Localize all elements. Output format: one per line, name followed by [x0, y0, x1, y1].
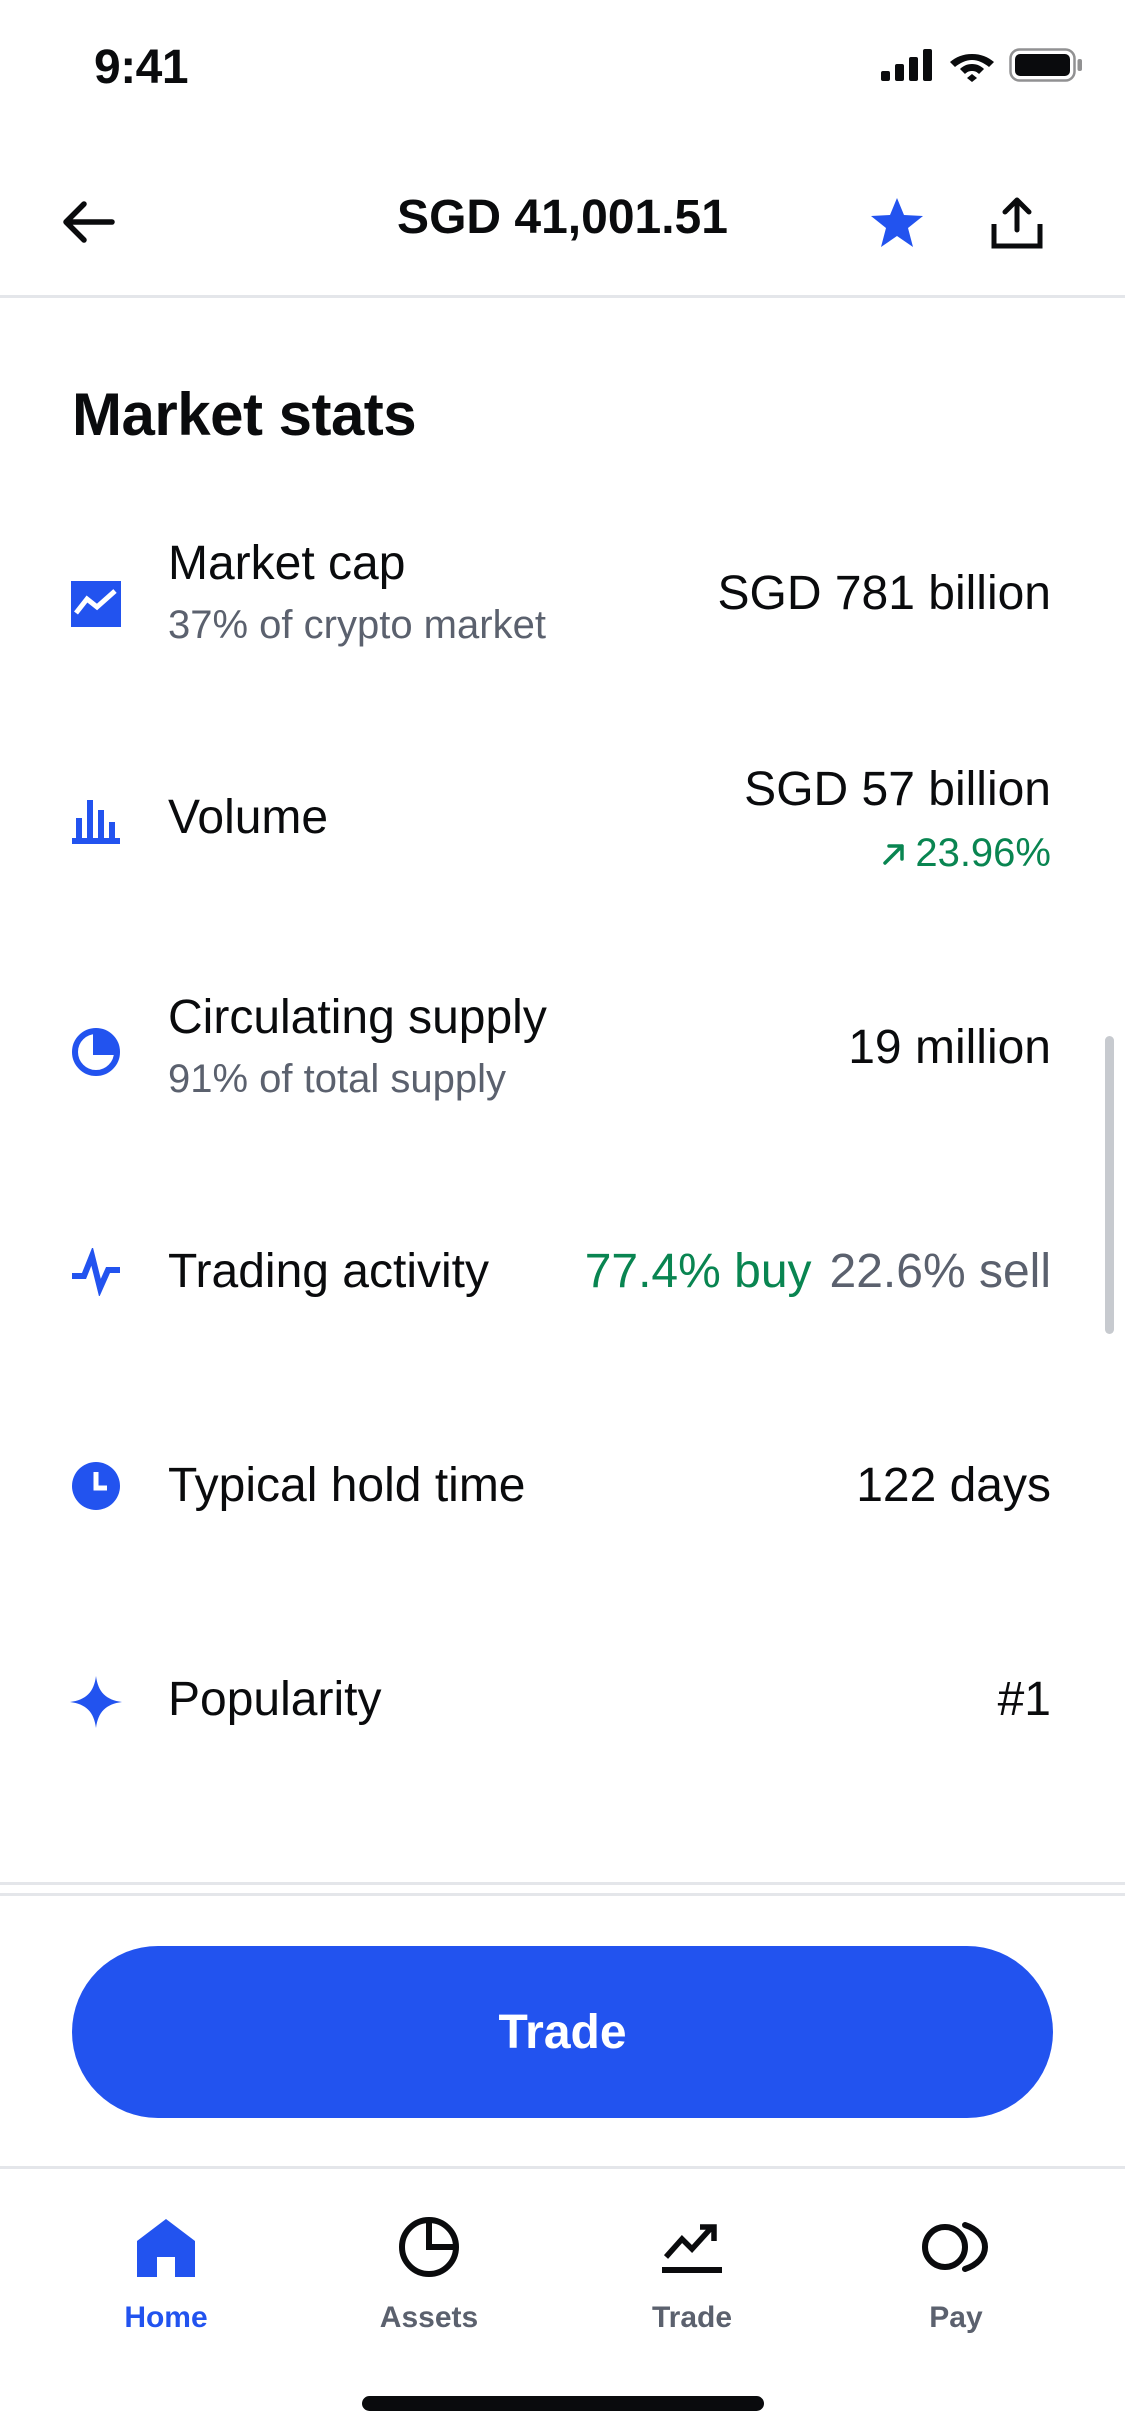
wifi-icon	[950, 54, 994, 82]
scrollbar[interactable]	[1105, 1036, 1114, 1334]
clock-icon	[66, 1456, 126, 1516]
sell-percentage: 22.6% sell	[829, 1245, 1051, 1298]
trading-activity-value: 77.4% buy 22.6% sell	[585, 1244, 1051, 1299]
favorite-button[interactable]	[862, 188, 932, 258]
signal-icon	[881, 49, 932, 81]
stat-label: Circulating supply	[168, 991, 547, 1044]
pulse-icon	[66, 1242, 126, 1302]
stat-sub: 37% of crypto market	[168, 603, 546, 647]
stat-value: 19 million	[848, 1021, 1051, 1074]
sparkle-icon	[66, 1672, 126, 1732]
home-icon	[130, 2211, 202, 2283]
trade-icon	[656, 2211, 728, 2283]
chart-area-icon	[66, 574, 126, 634]
nav-item-home[interactable]: Home	[66, 2211, 266, 2351]
star-icon	[871, 198, 923, 247]
nav-label: Assets	[379, 2301, 479, 2334]
trade-button[interactable]: Trade	[72, 1946, 1053, 2118]
bottom-nav: Home Assets Trade Pay	[0, 2166, 1125, 2436]
stat-row-trading-activity: Trading activity 77.4% buy 22.6% sell	[0, 1182, 1125, 1362]
stat-value: 122 days	[856, 1459, 1051, 1512]
market-stats-title: Market stats	[72, 381, 417, 448]
back-button[interactable]	[52, 186, 124, 258]
buy-percentage: 77.4% buy	[584, 1245, 812, 1298]
status-time: 9:41	[94, 41, 189, 94]
stat-value: SGD 57 billion	[744, 763, 1051, 816]
stat-row-volume: Volume SGD 57 billion 23.96%	[0, 740, 1125, 920]
trade-divider	[0, 1882, 1125, 1896]
stat-label: Typical hold time	[168, 1459, 526, 1512]
volume-change-value: 23.96%	[915, 831, 1051, 875]
arrow-left-icon	[63, 201, 115, 243]
stat-value: SGD 781 billion	[717, 567, 1051, 620]
pie-chart-icon	[66, 1022, 126, 1082]
nav-item-pay[interactable]: Pay	[856, 2211, 1056, 2351]
stat-label: Popularity	[168, 1673, 382, 1726]
nav-label: Pay	[929, 2301, 983, 2334]
share-icon	[991, 197, 1043, 249]
bar-chart-icon	[66, 790, 126, 850]
status-icons	[881, 48, 1083, 82]
nav-item-assets[interactable]: Assets	[329, 2211, 529, 2351]
share-button[interactable]	[982, 188, 1052, 258]
nav-label: Home	[124, 2301, 208, 2334]
nav-label: Trade	[651, 2301, 733, 2334]
pay-icon	[920, 2211, 992, 2283]
status-bar: 9:41	[0, 0, 1125, 132]
volume-change: 23.96%	[744, 831, 1051, 876]
stat-label: Volume	[168, 791, 329, 844]
price-title: SGD 41,001.51	[397, 191, 728, 244]
stat-row-popularity: Popularity #1	[0, 1614, 1125, 1794]
nav-item-trade[interactable]: Trade	[592, 2211, 792, 2351]
header-bar: SGD 41,001.51	[0, 150, 1125, 298]
home-indicator	[362, 2396, 764, 2411]
arrow-up-right-icon	[883, 843, 905, 865]
stat-row-circulating-supply: Circulating supply 91% of total supply 1…	[0, 976, 1125, 1156]
battery-icon	[1009, 48, 1082, 82]
stat-label: Trading activity	[168, 1245, 489, 1298]
stat-row-hold-time: Typical hold time 122 days	[0, 1400, 1125, 1580]
stat-label: Market cap	[168, 537, 406, 590]
stat-row-market-cap: Market cap 37% of crypto market SGD 781 …	[0, 520, 1125, 700]
stat-value: #1	[997, 1673, 1051, 1726]
stat-sub: 91% of total supply	[168, 1057, 506, 1101]
assets-icon	[393, 2211, 465, 2283]
